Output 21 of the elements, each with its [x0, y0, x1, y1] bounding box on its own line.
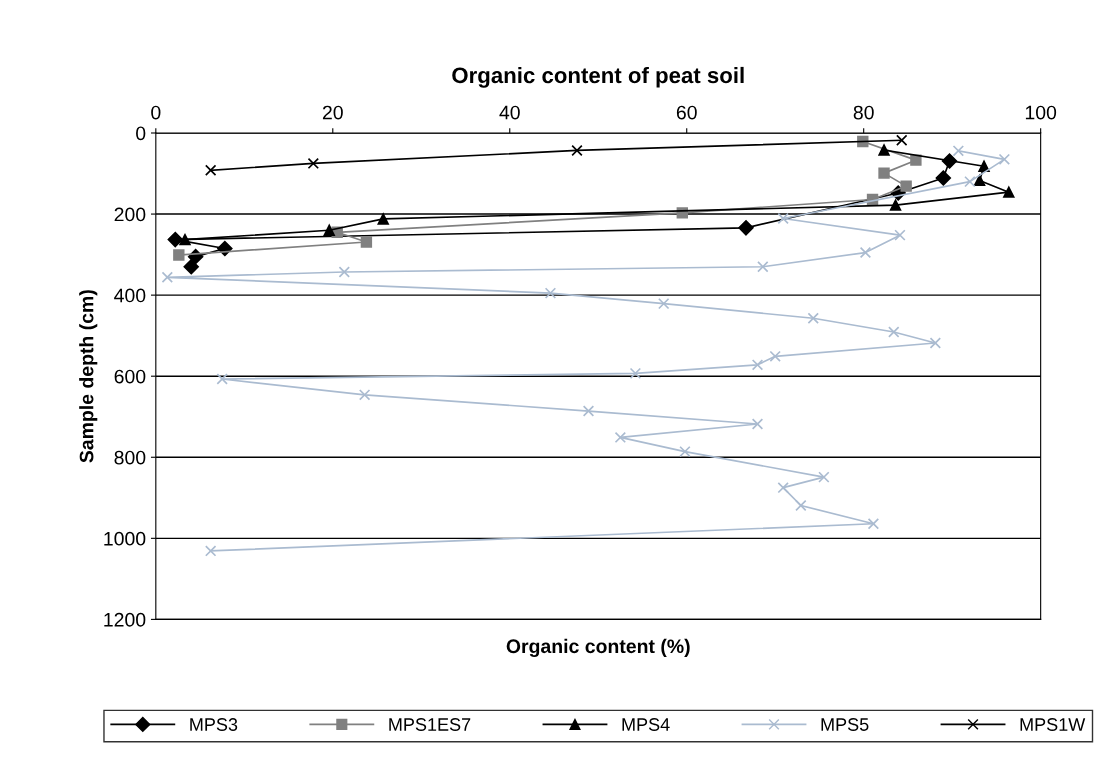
y-tick-label: 1000 — [104, 531, 146, 546]
x-axis-title: Organic content (%) — [506, 638, 690, 658]
y-tick-label: 0 — [136, 126, 146, 141]
legend-label: MPS3 — [190, 718, 238, 731]
x-tick-label: 20 — [322, 105, 343, 120]
x-tick-label: 60 — [676, 105, 697, 120]
legend-label: MPS1W — [1020, 718, 1086, 731]
x-tick-label: 0 — [151, 105, 161, 120]
y-tick-label: 1200 — [104, 612, 146, 627]
x-tick-label: 80 — [853, 105, 874, 120]
y-tick-label: 600 — [114, 369, 146, 384]
chart-title: Organic content of peat soil — [452, 66, 744, 88]
legend-label: MPS1ES7 — [389, 718, 471, 731]
y-axis-title: Sample depth (cm) — [79, 290, 98, 463]
legend-label: MPS4 — [622, 718, 670, 731]
y-tick-label: 400 — [114, 288, 146, 303]
y-tick-label: 800 — [114, 450, 146, 465]
legend-label: MPS5 — [821, 718, 869, 731]
x-tick-label: 100 — [1025, 105, 1057, 120]
x-tick-label: 40 — [499, 105, 520, 120]
y-tick-label: 200 — [114, 207, 146, 222]
